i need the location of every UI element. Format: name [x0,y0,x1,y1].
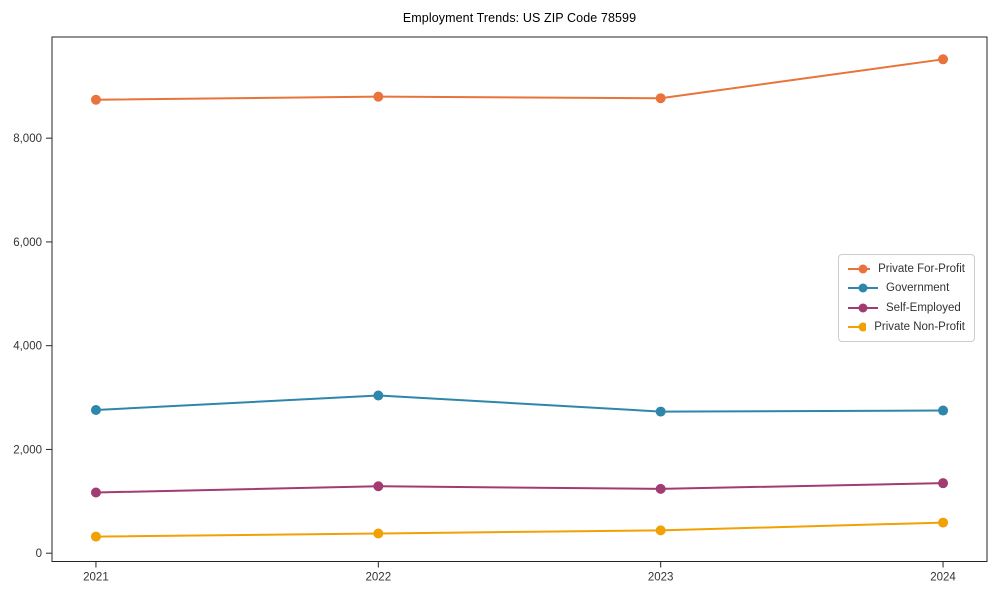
x-axis-tick-label: 2021 [83,572,109,584]
legend-label: Private For-Profit [878,262,965,275]
legend-line-marker-icon [848,283,878,293]
data-point-government-2021 [90,405,101,416]
legend-item-government: Government [848,279,965,299]
legend-label: Self-Employed [886,301,961,314]
data-point-private-non-profit-2022 [373,528,384,539]
series-line-government [94,394,945,413]
legend-item-private-non-profit: Private Non-Profit [848,318,965,338]
data-point-self-employed-2021 [90,487,101,498]
x-axis-tick-label: 2023 [648,572,674,584]
chart-title: Employment Trends: US ZIP Code 78599 [402,11,637,25]
x-axis-tick-label: 2024 [930,572,956,584]
legend-line-marker-icon [848,322,867,332]
legend-label: Private Non-Profit [874,321,965,334]
series-line-private-non-profit [94,521,945,538]
data-point-self-employed-2023 [655,483,666,494]
legend-item-private-for-profit: Private For-Profit [848,259,965,279]
data-point-self-employed-2022 [373,481,384,492]
data-point-private-for-profit-2023 [655,93,666,104]
y-axis-tick-label: 2,000 [13,444,42,456]
data-point-private-non-profit-2024 [938,517,949,528]
y-axis-tick-label: 4,000 [13,341,42,353]
data-point-private-for-profit-2021 [90,94,101,105]
data-point-private-non-profit-2023 [655,525,666,536]
legend-label: Government [886,282,950,295]
data-point-private-non-profit-2021 [90,531,101,542]
x-axis-tick-label: 2022 [366,572,392,584]
y-axis-tick-label: 8,000 [13,133,42,145]
legend-line-marker-icon [848,303,878,313]
data-point-government-2024 [938,405,949,416]
series-line-self-employed [94,482,945,494]
legend: Private For-Profit Government Self-Employe… [838,254,975,342]
y-axis-tick-label: 0 [36,548,42,560]
data-point-private-for-profit-2024 [938,54,949,65]
series-line-private-for-profit [94,58,945,101]
legend-line-marker-icon [848,264,871,274]
data-point-self-employed-2024 [938,478,949,489]
y-axis-tick-label: 6,000 [13,237,42,249]
legend-item-self-employed: Self-Employed [848,298,965,318]
data-point-government-2022 [373,390,384,401]
plot-border [51,36,988,562]
data-point-private-for-profit-2022 [373,91,384,102]
data-point-government-2023 [655,406,666,417]
